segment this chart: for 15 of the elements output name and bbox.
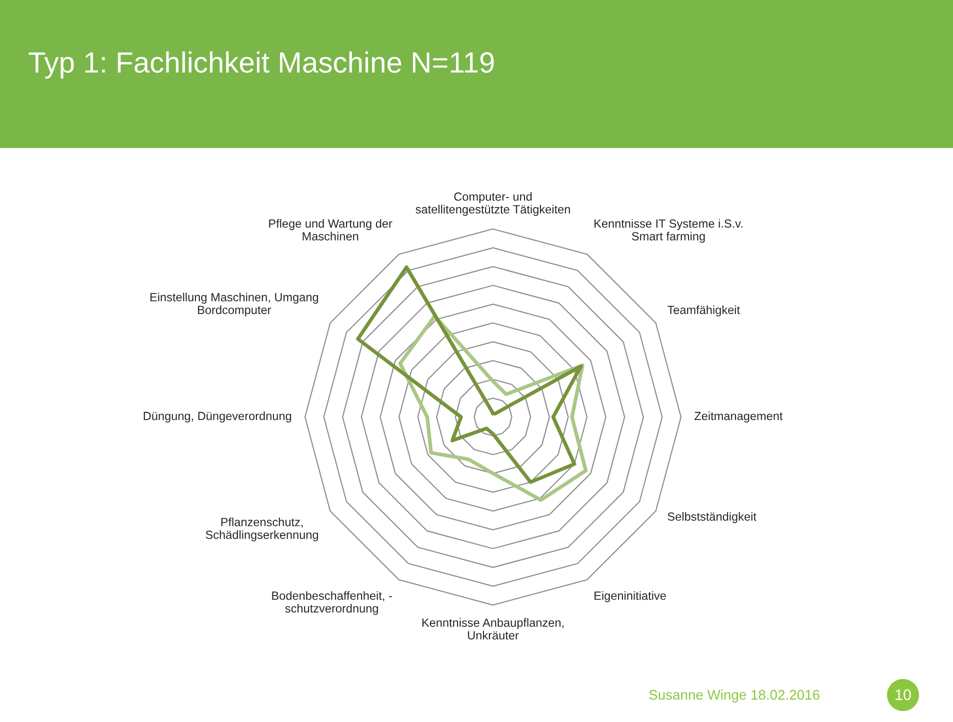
spoke-label: Kenntnisse Anbaupflanzen, Unkräuter [422, 618, 564, 640]
spoke-label: Pflanzenschutz, Schädlingserkennung [206, 518, 318, 542]
spoke-label: Bodenbeschaffenheit, - schutzverordnung [272, 591, 392, 615]
spoke-label: Düngung, Düngeverordnung [144, 411, 292, 423]
spoke-label: Kenntnisse IT Systeme i.S.v. Smart farming [594, 219, 742, 243]
spoke-label: Zeitmanagement [694, 411, 783, 423]
spoke-label: Computer- und satellitengestützte Tätigkeiten [416, 192, 570, 216]
spoke-label: Eigeninitiative [594, 591, 666, 602]
text: Susanne Winge 18.02.2016 [649, 690, 820, 702]
spoke-label: Selbstständigkeit [668, 512, 756, 524]
text: 10 [896, 689, 911, 700]
spoke-label: Einstellung Maschinen, Umgang Bordcomputer [150, 292, 318, 316]
spoke-label: Teamfähigkeit [667, 305, 740, 316]
spoke-label: Pflege und Wartung der Maschinen [269, 219, 392, 240]
chart-title: Typ 1: Fachlichkeit Maschine N=119 [28, 51, 494, 79]
